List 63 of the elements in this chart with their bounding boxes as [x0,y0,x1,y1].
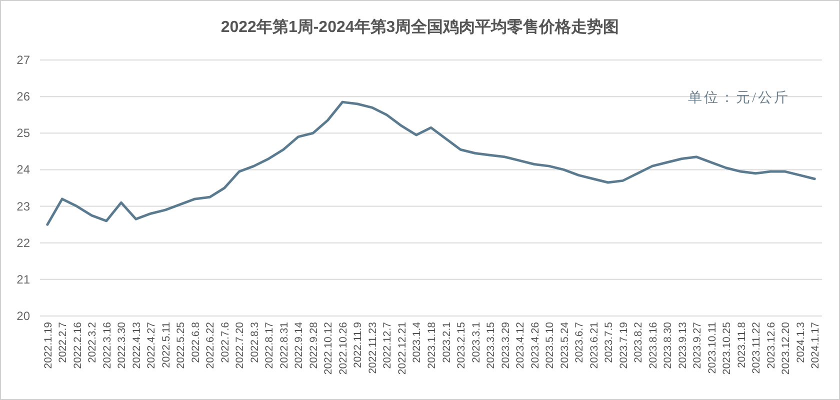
y-tick-label: 27 [16,53,30,67]
x-tick-label: 2024.1.3 [794,322,807,363]
y-tick-label: 21 [16,272,30,286]
x-tick-label: 2022.3.30 [116,322,128,369]
x-tick-label: 2022.11.9 [352,322,364,368]
x-tick-label: 2022.4.13 [130,322,143,369]
x-tick-label: 2023.3.29 [500,322,512,369]
x-tick-label: 2023.8.30 [662,322,674,369]
x-tick-label: 2023.5.10 [544,322,556,369]
y-tick-label: 22 [16,236,30,250]
x-tick-label: 2023.2.15 [456,322,468,369]
x-tick-label: 2023.7.5 [603,322,616,363]
x-tick-label: 2023.6.21 [588,322,600,369]
x-tick-label: 2023.1.18 [426,322,438,369]
y-tick-label: 23 [16,199,30,214]
x-tick-label: 2022.9.28 [308,322,320,369]
x-tick-label: 2023.12.20 [780,322,792,375]
x-tick-label: 2023.5.24 [558,322,571,369]
x-tick-label: 2022.7.20 [234,322,246,369]
x-tick-label: 2023.10.11 [706,322,718,374]
x-tick-label: 2022.2.16 [72,322,84,369]
x-tick-label: 2023.4.12 [514,322,527,369]
x-tick-label: 2022.10.26 [337,322,350,375]
y-tick-label: 26 [16,90,30,104]
x-tick-label: 2022.5.11 [160,322,172,368]
x-tick-label: 2023.3.15 [485,322,498,369]
x-tick-label: 2022.8.3 [248,322,261,363]
x-tick-label: 2022.6.22 [204,322,217,369]
y-tick-label: 25 [16,126,30,140]
x-tick-label: 2023.12.6 [765,322,778,369]
x-tick-label: 2023.8.2 [632,322,645,363]
x-tick-label: 2022.7.6 [219,322,232,363]
x-tick-label: 2023.3.1 [470,322,482,363]
x-tick-label: 2023.9.27 [692,322,704,369]
x-tick-label: 2022.5.25 [175,322,188,369]
x-tick-label: 2024.1.17 [810,322,822,369]
x-tick-label: 2023.7.19 [618,322,630,369]
y-tick-label: 24 [16,162,30,177]
annotation: 单位：元/公斤 [688,90,790,106]
x-tick-label: 2022.2.7 [57,322,70,363]
x-tick-label: 2023.6.7 [574,322,586,363]
x-tick-label: 2022.9.14 [293,322,306,369]
x-tick-label: 2022.11.23 [366,322,379,374]
x-tick-label: 2023.2.1 [440,322,453,363]
x-tick-label: 2023.1.4 [411,322,424,363]
x-tick-label: 2022.1.19 [42,322,54,369]
y-tick-label: 20 [16,309,30,323]
x-tick-label: 2022.8.31 [278,322,290,369]
chart-title: 2022年第1周-2024年第3周全国鸡肉平均零售价格走势图 [220,18,620,36]
x-tick-label: 2022.4.27 [146,322,158,369]
x-tick-label: 2022.8.17 [264,322,276,369]
x-tick-label: 2023.11.22 [750,322,763,374]
x-tick-label: 2022.6.8 [190,322,202,363]
x-tick-label: 2023.11.8 [736,322,748,368]
x-tick-label: 2022.12.7 [382,322,394,369]
x-tick-label: 2022.3.2 [86,322,99,363]
x-tick-label: 2023.10.25 [721,322,734,375]
x-tick-label: 2022.10.12 [322,322,335,375]
x-tick-label: 2023.9.13 [676,322,689,369]
x-tick-label: 2022.3.16 [101,322,114,369]
x-tick-label: 2023.8.16 [647,322,660,369]
x-tick-label: 2022.12.21 [396,322,408,375]
x-tick-label: 2023.4.26 [529,322,542,369]
